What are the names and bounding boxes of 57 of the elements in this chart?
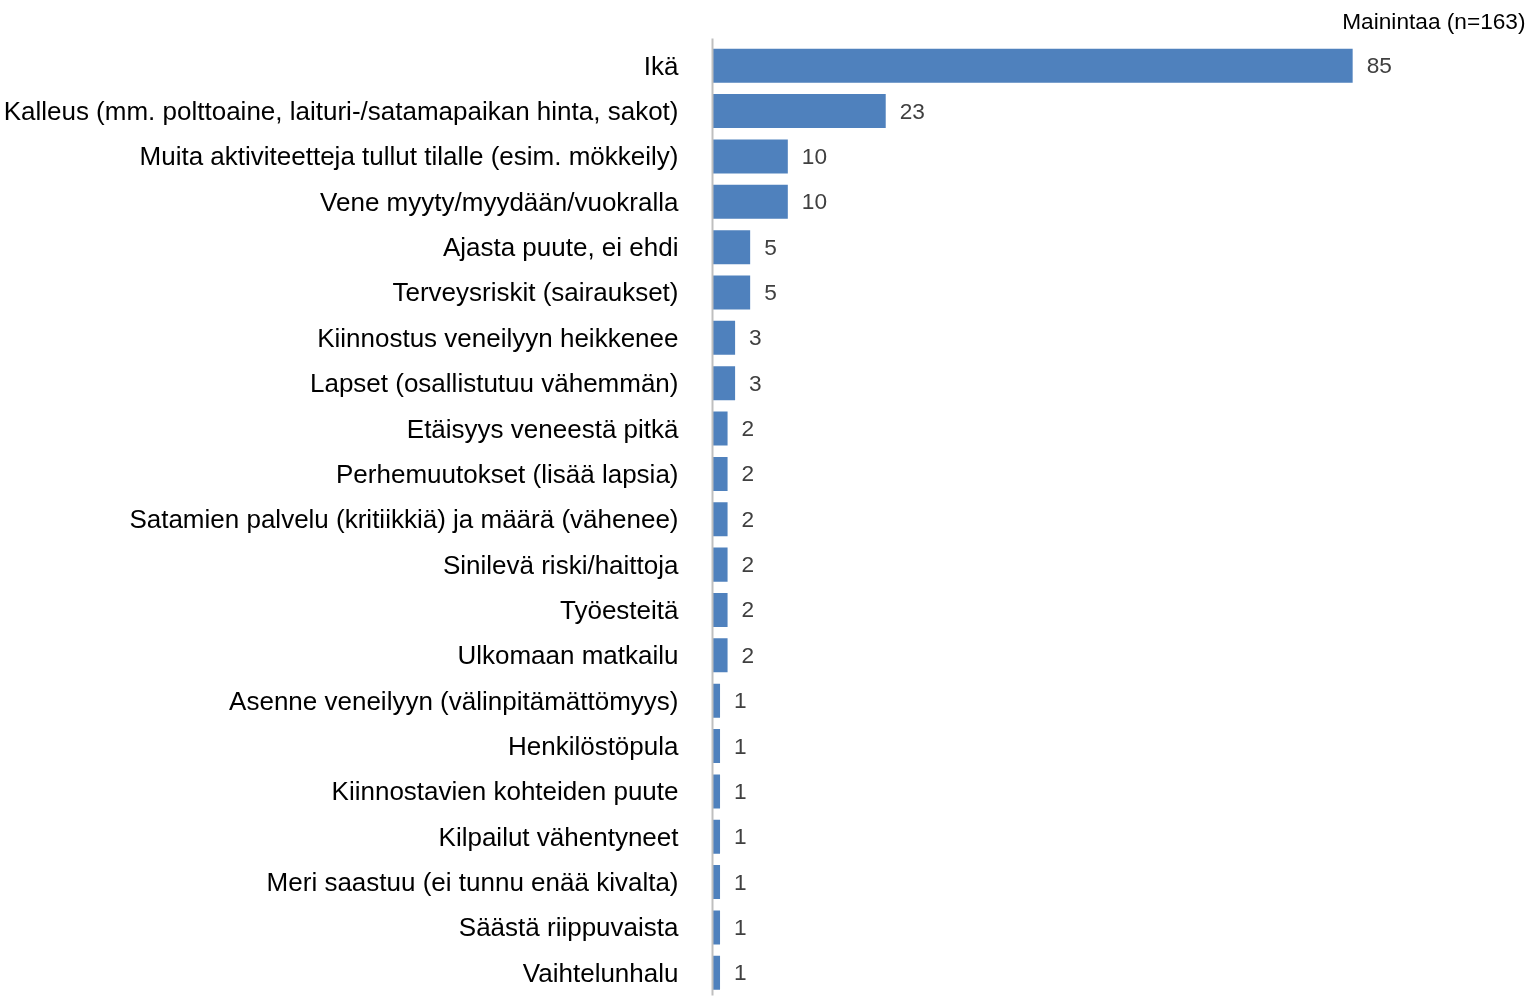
y-tick-label: Perhemuutokset (lisää lapsia)	[336, 458, 679, 489]
bar	[712, 456, 728, 491]
bar	[712, 94, 886, 129]
y-tick-label: Lapset (osallistutuu vähemmän)	[309, 368, 679, 399]
y-tick-label: Kiinnostus veneilyyn heikkenee	[317, 322, 679, 353]
bar	[712, 592, 728, 627]
bar	[712, 638, 728, 673]
data-label: 1	[734, 687, 747, 714]
y-tick-label: Etäisyys veneestä pitkä	[406, 413, 680, 444]
y-tick-label: Ikä	[643, 50, 680, 81]
data-label: 1	[734, 777, 747, 804]
y-tick-label: Terveysriskit (sairaukset)	[392, 277, 679, 308]
data-label: 2	[741, 551, 755, 578]
y-tick-label: Sinilevä riski/haittoja	[442, 549, 680, 580]
y-tick-label: Työesteitä	[559, 594, 680, 625]
data-label: 1	[734, 732, 747, 759]
bar	[712, 48, 1353, 83]
bar	[712, 411, 728, 446]
y-tick-label: Henkilöstöpula	[507, 731, 680, 762]
y-tick-label: Kiinnostavien kohteiden puute	[331, 776, 679, 807]
data-label: 1	[734, 913, 747, 940]
data-label: 2	[741, 596, 755, 623]
data-label: 10	[801, 142, 828, 169]
data-label: 1	[734, 959, 747, 986]
data-label: 5	[764, 233, 777, 260]
data-label: 23	[899, 97, 925, 124]
y-tick-label: Kalleus (mm. polttoaine, laituri-/satamapaikan hinta, sakot)	[3, 96, 679, 127]
bar	[712, 502, 728, 537]
bar	[712, 320, 736, 355]
data-label: 3	[749, 369, 762, 396]
data-label: 2	[741, 505, 755, 532]
bar	[712, 230, 751, 265]
data-label: 1	[734, 868, 747, 895]
bar	[712, 275, 751, 310]
text: Mainintaa (n=163)	[1342, 7, 1526, 34]
bar	[712, 139, 788, 174]
data-label: 2	[741, 415, 755, 442]
y-tick-label: Säästä riippuvaista	[458, 912, 680, 943]
y-tick-label: Muita aktiviteetteja tullut tilalle (esim. mökkeily)	[139, 141, 679, 172]
y-tick-label: Vaihtelunhalu	[522, 957, 679, 988]
data-label: 2	[741, 641, 755, 668]
data-label: 2	[741, 460, 755, 487]
bar	[712, 184, 788, 219]
y-tick-label: Kilpailut vähentyneet	[438, 821, 680, 852]
data-label: 85	[1366, 52, 1392, 79]
data-label: 3	[749, 324, 762, 351]
y-tick-label: Vene myyty/myydään/vuokralla	[320, 186, 680, 217]
y-tick-label: Asenne veneilyyn (välinpitämättömyys)	[229, 685, 679, 716]
bar	[712, 366, 736, 401]
y-tick-label: Meri saastuu (ei tunnu enää kivalta)	[266, 867, 679, 898]
bar	[712, 547, 728, 582]
y-tick-label: Ulkomaan matkailu	[457, 640, 679, 671]
data-label: 1	[734, 823, 747, 850]
data-label: 5	[764, 278, 777, 305]
data-label: 10	[801, 188, 828, 215]
y-tick-label: Ajasta puute, ei ehdi	[442, 232, 679, 263]
y-tick-label: Satamien palvelu (kritiikkiä) ja määrä (vähenee)	[129, 504, 679, 535]
